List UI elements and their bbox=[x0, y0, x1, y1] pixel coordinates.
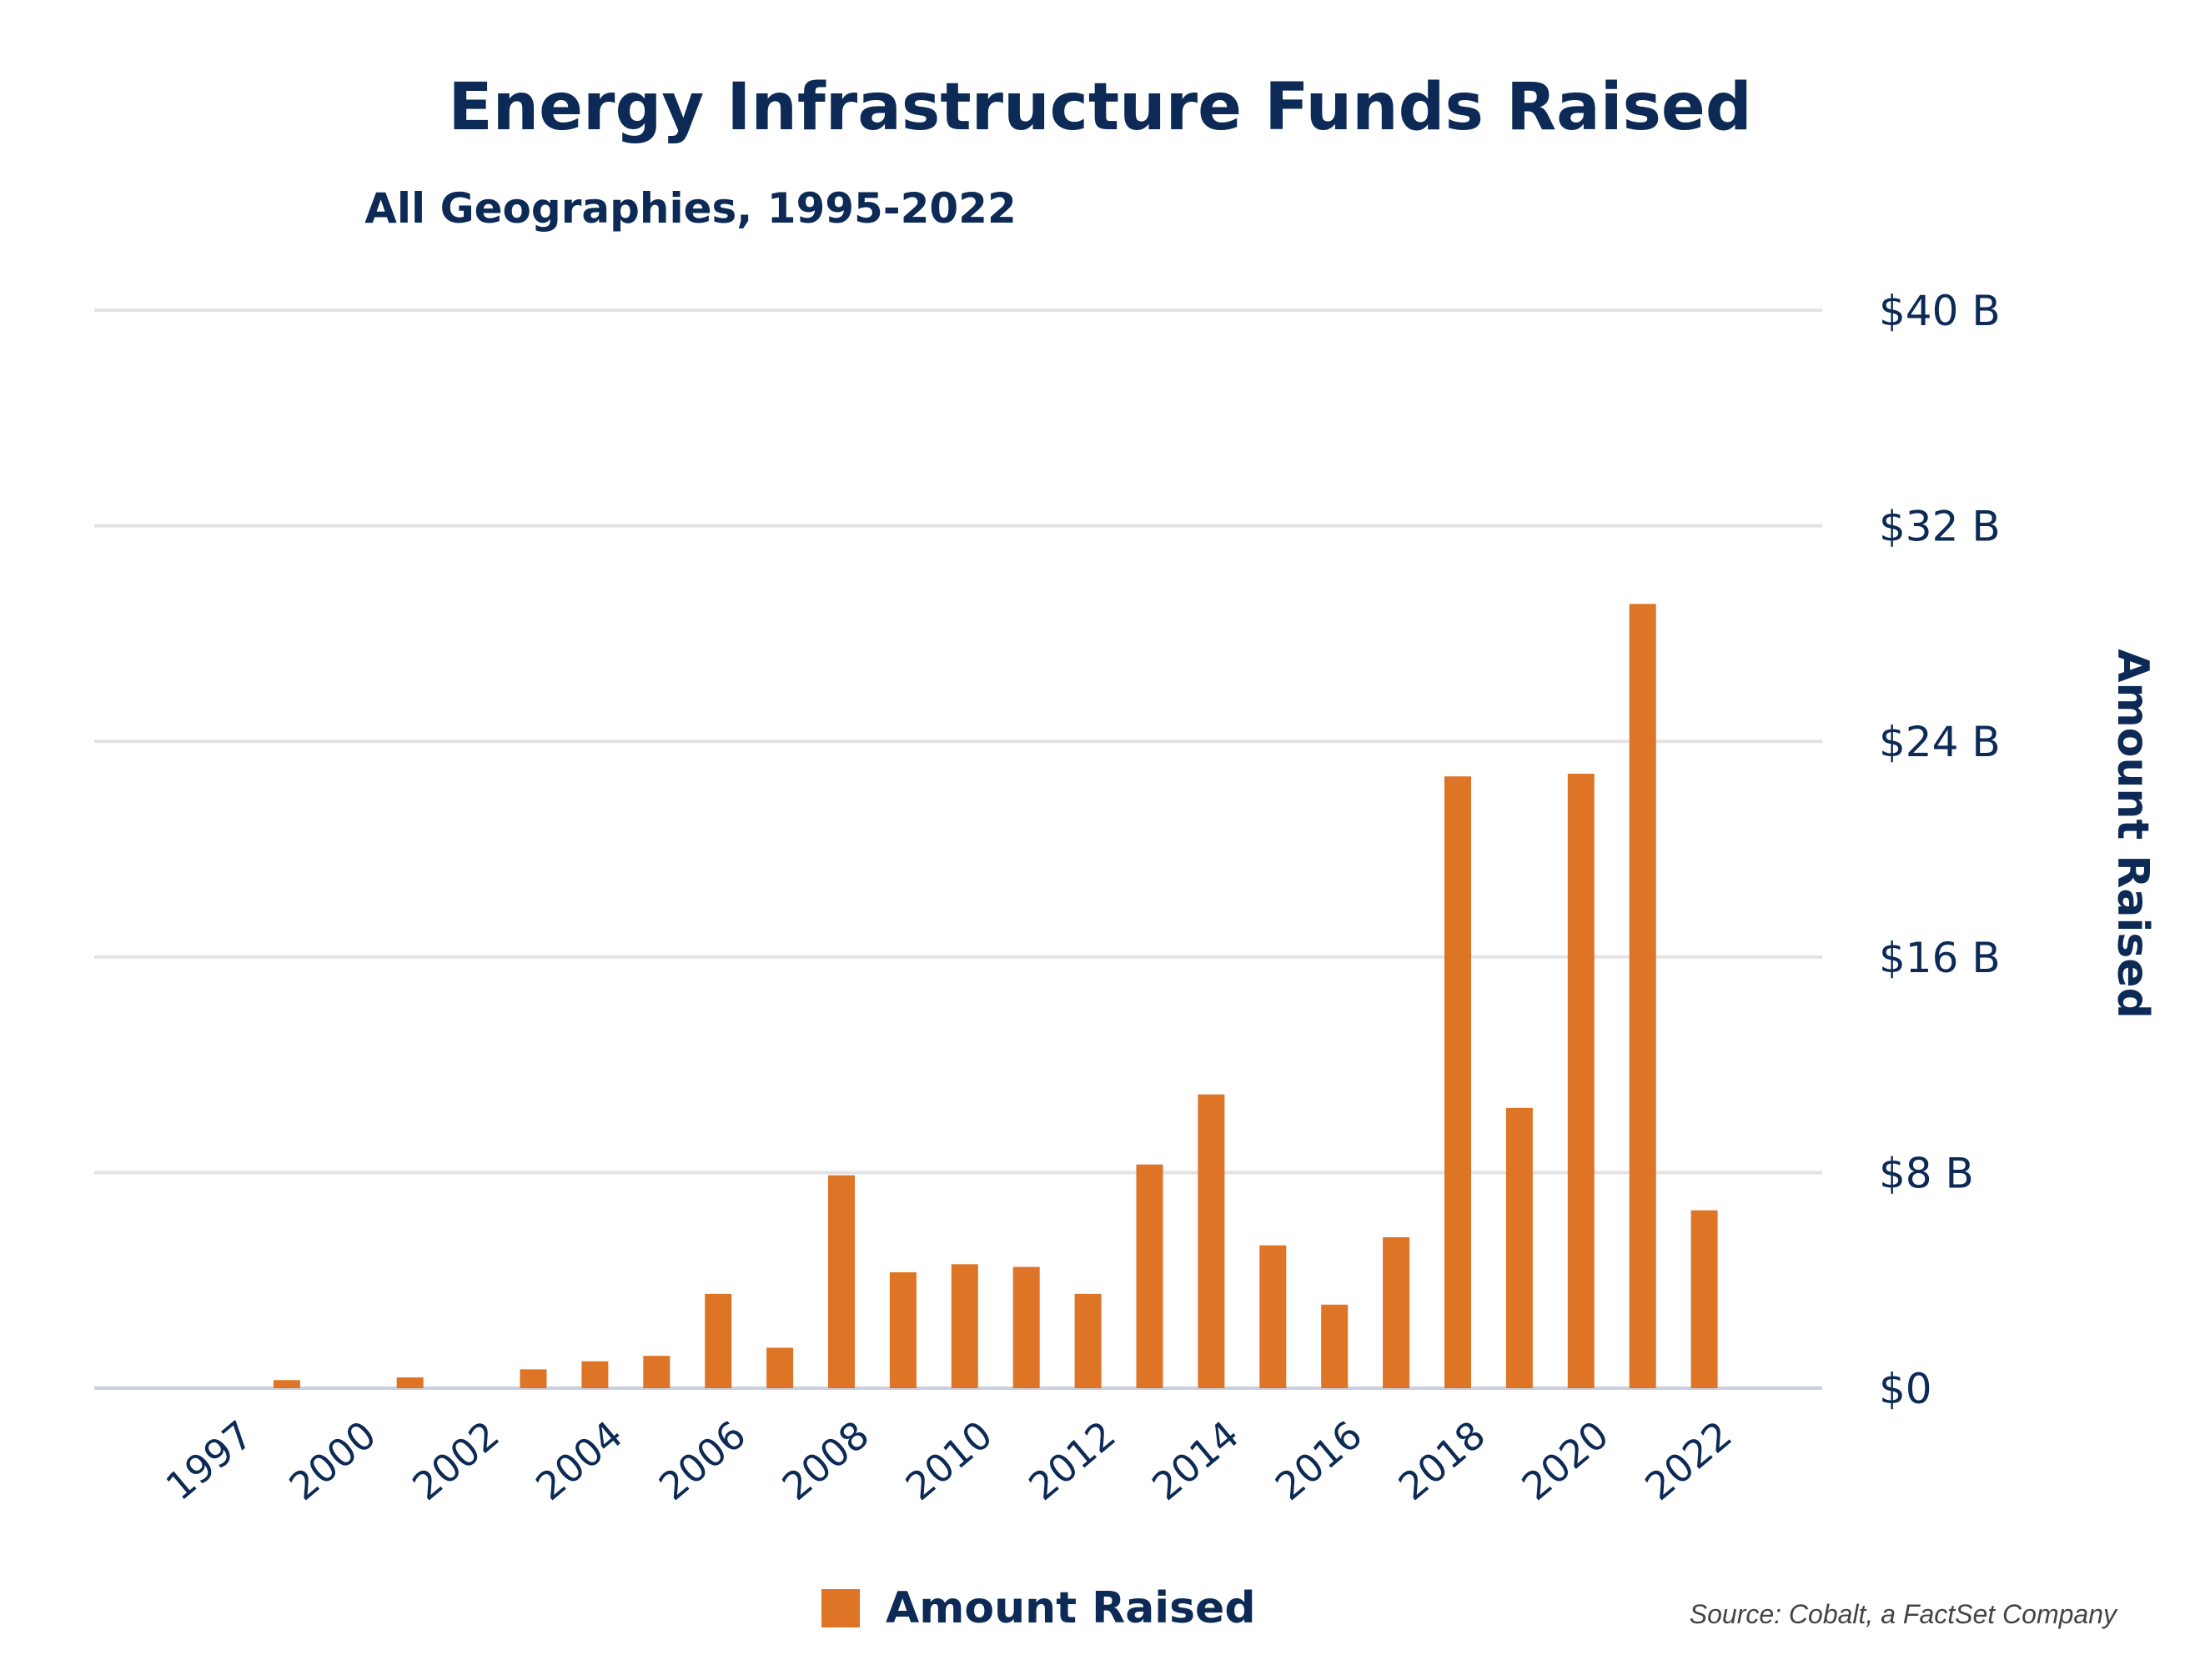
source-note: Source: Cobalt, a FactSet Company bbox=[1690, 1599, 2118, 1629]
y-tick-label: $16 B bbox=[1879, 934, 2001, 982]
bar-2016 bbox=[1321, 1304, 1349, 1388]
y-tick-label: $32 B bbox=[1879, 503, 2001, 551]
bar-2018 bbox=[1444, 776, 1471, 1388]
grid-lines bbox=[94, 308, 1822, 1390]
bar-2010 bbox=[951, 1264, 978, 1388]
x-tick-label: 2020 bbox=[1514, 1412, 1617, 1509]
chart-subtitle: All Geographies, 1995-2022 bbox=[364, 184, 1017, 233]
bar-2011 bbox=[1012, 1266, 1040, 1388]
bar-2007 bbox=[766, 1347, 794, 1388]
legend-label: Amount Raised bbox=[886, 1583, 1256, 1633]
x-tick-label: 2016 bbox=[1267, 1412, 1370, 1509]
bar-2009 bbox=[889, 1272, 917, 1388]
bar-2004 bbox=[581, 1361, 609, 1388]
bar-2014 bbox=[1198, 1094, 1225, 1388]
x-tick-labels: 1997 2000 2002 2004 2006 2008 2010 2012 2014 2016… bbox=[158, 1412, 1740, 1509]
x-tick-label: 2008 bbox=[774, 1412, 877, 1509]
x-tick-label: 1997 bbox=[158, 1412, 261, 1509]
x-tick-label: 2012 bbox=[1020, 1412, 1123, 1509]
x-tick-label: 2010 bbox=[897, 1412, 1001, 1509]
bar-2008 bbox=[828, 1175, 855, 1388]
bar-2019 bbox=[1505, 1107, 1533, 1388]
x-tick-label: 2006 bbox=[650, 1412, 754, 1509]
bar-2001 bbox=[396, 1377, 424, 1388]
y-tick-labels: $0 $8 B $16 B $24 B $32 B $40 B bbox=[1879, 287, 2001, 1413]
bar-2012 bbox=[1074, 1293, 1102, 1388]
bar-1998 bbox=[273, 1380, 300, 1388]
x-tick-label: 2018 bbox=[1390, 1412, 1494, 1509]
x-tick-label: 2022 bbox=[1636, 1412, 1740, 1509]
bar-2020 bbox=[1567, 773, 1595, 1388]
bar-2017 bbox=[1383, 1236, 1410, 1388]
y-tick-label: $0 bbox=[1879, 1365, 1932, 1413]
bar-2005 bbox=[643, 1356, 671, 1388]
y-tick-label: $40 B bbox=[1879, 287, 2001, 335]
y-axis-title: Amount Raised bbox=[2107, 649, 2157, 1019]
bar-2013 bbox=[1136, 1164, 1163, 1388]
x-tick-label: 2000 bbox=[281, 1412, 384, 1509]
bar-2021 bbox=[1629, 604, 1656, 1388]
x-tick-label: 2002 bbox=[404, 1412, 507, 1509]
bar-2006 bbox=[705, 1293, 732, 1388]
bar-2022 bbox=[1690, 1210, 1718, 1388]
legend-swatch bbox=[821, 1589, 860, 1627]
y-tick-label: $24 B bbox=[1879, 718, 2001, 766]
y-tick-label: $8 B bbox=[1879, 1149, 1974, 1197]
bar-2003 bbox=[520, 1369, 547, 1388]
bar-2015 bbox=[1259, 1245, 1287, 1388]
x-tick-label: 2014 bbox=[1143, 1412, 1247, 1509]
bars bbox=[273, 604, 1718, 1388]
chart-title: Energy Infrastructure Funds Raised bbox=[448, 70, 1751, 145]
x-tick-label: 2004 bbox=[527, 1412, 630, 1509]
